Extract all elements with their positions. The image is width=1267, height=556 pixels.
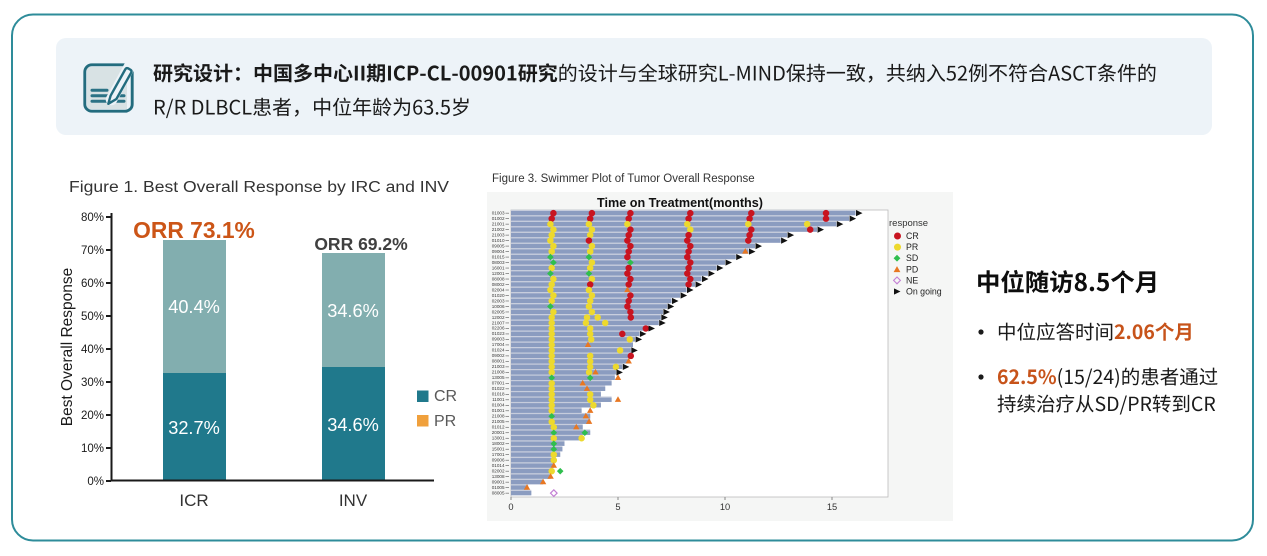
svg-text:01012: 01012 [492, 425, 505, 430]
svg-text:34.6%: 34.6% [327, 415, 379, 435]
svg-text:08008: 08008 [492, 276, 505, 281]
svg-text:50%: 50% [81, 311, 104, 323]
svg-text:01022: 01022 [492, 386, 505, 391]
svg-text:20%: 20% [81, 410, 104, 422]
svg-text:02005: 02005 [492, 309, 505, 314]
svg-text:PR: PR [434, 413, 456, 430]
svg-text:01024: 01024 [492, 348, 505, 353]
svg-text:70%: 70% [81, 245, 104, 257]
svg-text:02003: 02003 [492, 298, 505, 303]
svg-text:0%: 0% [87, 476, 104, 488]
svg-text:80%: 80% [81, 212, 104, 224]
svg-text:09004: 09004 [492, 249, 505, 254]
svg-text:08001: 08001 [492, 359, 505, 364]
svg-text:CR: CR [906, 231, 919, 241]
svg-text:12001: 12001 [492, 271, 505, 276]
svg-text:15: 15 [827, 502, 837, 512]
svg-text:ORR 73.1%: ORR 73.1% [133, 217, 255, 243]
svg-text:Best Overall Response: Best Overall Response [59, 268, 76, 427]
svg-text:40%: 40% [81, 344, 104, 356]
svg-text:10: 10 [720, 502, 730, 512]
svg-text:02002: 02002 [492, 468, 505, 473]
svg-text:01003: 01003 [492, 210, 505, 215]
svg-text:15001: 15001 [492, 447, 505, 452]
svg-text:Figure 1. Best Overall Respons: Figure 1. Best Overall Response by IRC a… [69, 179, 450, 196]
svg-text:10%: 10% [81, 443, 104, 455]
svg-text:09005: 09005 [492, 243, 505, 248]
svg-text:ICR: ICR [179, 491, 208, 510]
svg-text:21002: 21002 [492, 227, 505, 232]
svg-text:02004: 02004 [492, 287, 505, 292]
svg-text:01010: 01010 [492, 238, 505, 243]
svg-text:30%: 30% [81, 377, 104, 389]
svg-text:INV: INV [339, 491, 368, 510]
svg-text:21007: 21007 [492, 320, 505, 325]
svg-text:32.7%: 32.7% [168, 418, 220, 438]
svg-text:response: response [889, 218, 928, 229]
svg-text:On going: On going [906, 287, 942, 297]
svg-text:0: 0 [508, 502, 513, 512]
svg-text:40.4%: 40.4% [168, 297, 220, 317]
svg-text:21005: 21005 [492, 419, 505, 424]
svg-text:21003: 21003 [492, 364, 505, 369]
svg-text:01001: 01001 [492, 408, 505, 413]
svg-text:13005: 13005 [492, 375, 505, 380]
svg-text:11001: 11001 [492, 397, 505, 402]
svg-text:13008: 13008 [492, 474, 505, 479]
svg-text:21008: 21008 [492, 414, 505, 419]
svg-text:09001: 09001 [492, 479, 505, 484]
svg-text:13001: 13001 [492, 436, 505, 441]
svg-text:09006: 09006 [492, 458, 505, 463]
svg-text:12002: 12002 [492, 315, 505, 320]
svg-text:09003: 09003 [492, 337, 505, 342]
svg-text:01004: 01004 [492, 403, 505, 408]
svg-text:20001: 20001 [492, 430, 505, 435]
svg-text:17004: 17004 [492, 342, 505, 347]
svg-text:17001: 17001 [492, 452, 505, 457]
svg-text:10006: 10006 [492, 304, 505, 309]
svg-text:01005: 01005 [492, 485, 505, 490]
svg-text:Figure 3. Swimmer Plot of Tumo: Figure 3. Swimmer Plot of Tumor Overall … [492, 173, 755, 185]
svg-text:02206: 02206 [492, 326, 505, 331]
svg-text:PD: PD [906, 264, 918, 274]
svg-text:08002: 08002 [492, 282, 505, 287]
svg-text:18002: 18002 [492, 441, 505, 446]
svg-text:PR: PR [906, 242, 918, 252]
svg-text:16001: 16001 [492, 265, 505, 270]
svg-text:09002: 09002 [492, 353, 505, 358]
svg-text:01014: 01014 [492, 463, 505, 468]
svg-text:NE: NE [906, 275, 918, 285]
svg-text:21001: 21001 [492, 221, 505, 226]
svg-text:CR: CR [434, 388, 457, 405]
svg-text:34.6%: 34.6% [327, 301, 379, 321]
svg-text:08003: 08003 [492, 260, 505, 265]
svg-text:ORR 69.2%: ORR 69.2% [314, 234, 408, 254]
svg-text:21003: 21003 [492, 232, 505, 237]
svg-text:SD: SD [906, 253, 918, 263]
svg-text:08005: 08005 [492, 490, 505, 495]
svg-text:01023: 01023 [492, 331, 505, 336]
svg-text:60%: 60% [81, 278, 104, 290]
svg-text:01002: 01002 [492, 216, 505, 221]
svg-text:5: 5 [615, 502, 620, 512]
svg-text:01020: 01020 [492, 293, 505, 298]
svg-text:21008: 21008 [492, 370, 505, 375]
svg-text:Time on Treatment(months): Time on Treatment(months) [597, 195, 763, 210]
svg-text:07001: 07001 [492, 381, 505, 386]
svg-text:01018: 01018 [492, 392, 505, 397]
svg-text:01015: 01015 [492, 254, 505, 259]
